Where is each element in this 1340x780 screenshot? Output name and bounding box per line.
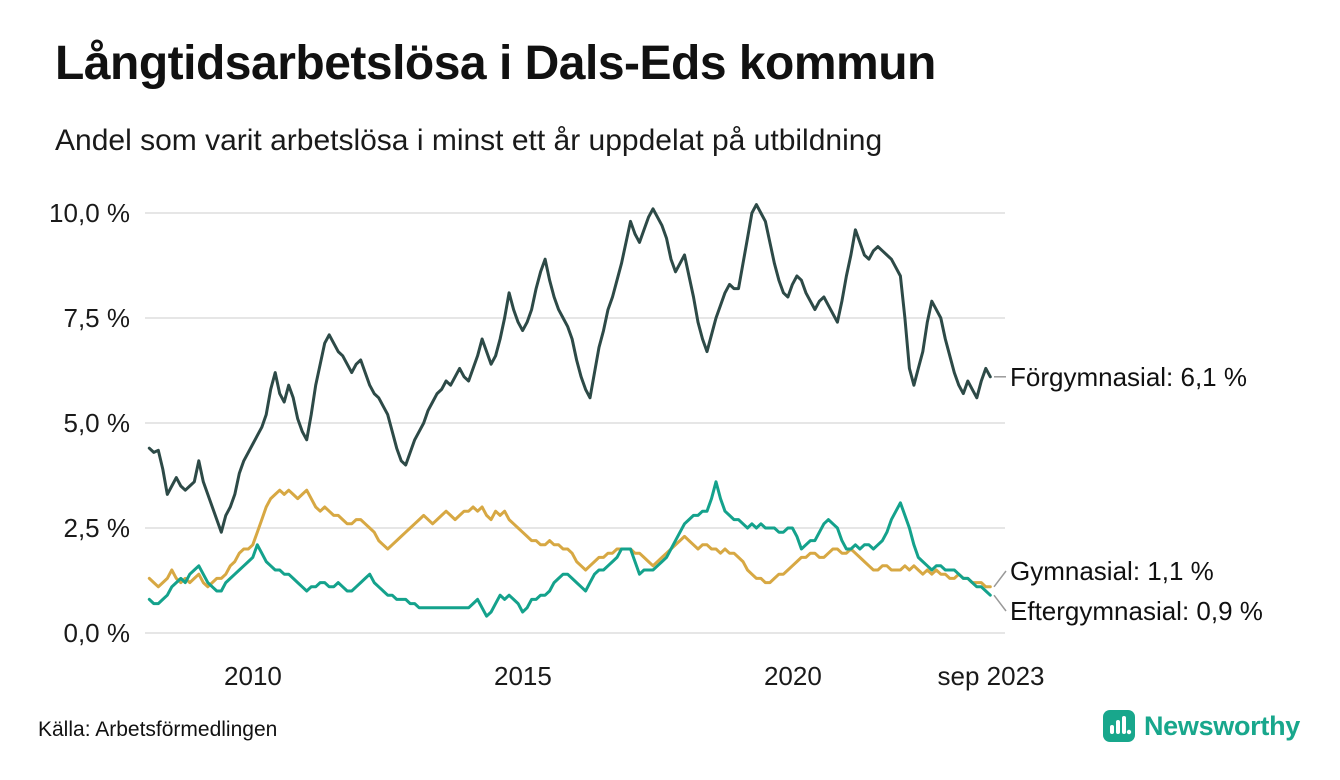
series-line-eftergymnasial: [147, 480, 992, 618]
y-axis-tick-label: 5,0 %: [64, 408, 131, 438]
series-line-förgymnasial: [147, 203, 992, 534]
series-label-connector: [993, 594, 1007, 612]
y-axis-tick-label: 10,0 %: [49, 198, 130, 228]
x-axis-tick-label: sep 2023: [938, 661, 1045, 691]
series-end-label-eftergymnasial: Eftergymnasial: 0,9 %: [1010, 596, 1263, 626]
series-label-connector: [993, 570, 1007, 588]
y-axis-tick-label: 7,5 %: [64, 303, 131, 333]
x-axis-tick-label: 2010: [224, 661, 282, 691]
series-line-gymnasial: [147, 488, 992, 589]
newsworthy-wordmark: Newsworthy: [1143, 710, 1300, 741]
y-axis-tick-label: 2,5 %: [64, 513, 131, 543]
x-axis-tick-label: 2020: [764, 661, 822, 691]
y-axis-tick-label: 0,0 %: [64, 618, 131, 648]
series-end-label-gymnasial: Gymnasial: 1,1 %: [1010, 556, 1214, 586]
series-end-label-förgymnasial: Förgymnasial: 6,1 %: [1010, 362, 1247, 392]
newsworthy-icon: [1102, 710, 1135, 742]
source-note: Källa: Arbetsförmedlingen: [38, 718, 278, 741]
chart-subtitle: Andel som varit arbetslösa i minst ett å…: [55, 124, 883, 157]
newsworthy-logo[interactable]: Newsworthy: [1102, 710, 1300, 742]
x-axis-tick-label: 2015: [494, 661, 552, 691]
page-title: Långtidsarbetslösa i Dals-Eds kommun: [55, 37, 936, 90]
